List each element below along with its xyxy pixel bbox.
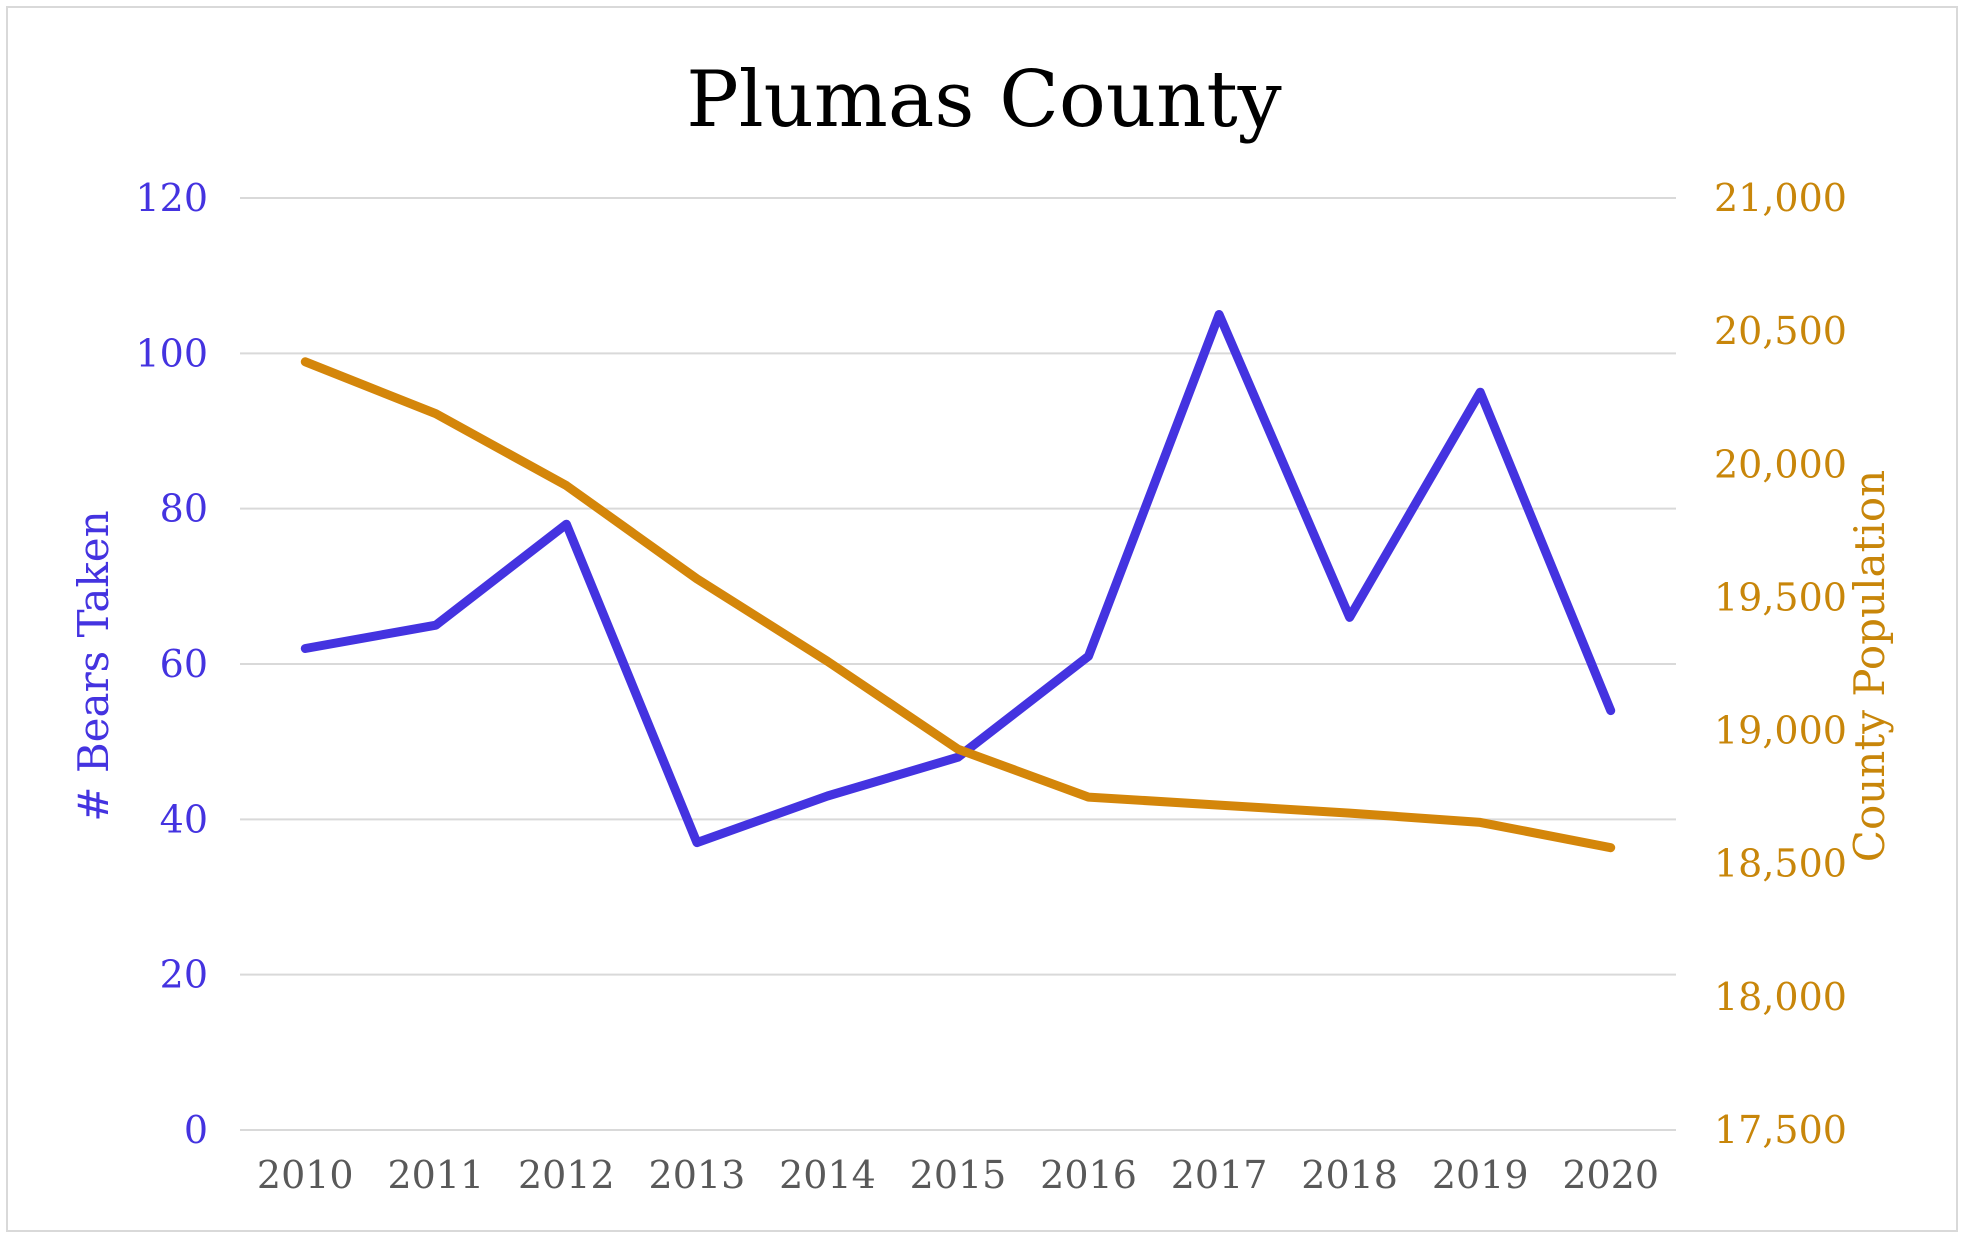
x-tick-label: 2010 bbox=[257, 1153, 354, 1197]
chart-title: Plumas County bbox=[686, 55, 1281, 145]
right-tick-label: 19,500 bbox=[1714, 575, 1847, 619]
left-tick-label: 100 bbox=[135, 331, 208, 375]
right-tick-label: 17,500 bbox=[1714, 1108, 1847, 1152]
right-tick-label: 19,000 bbox=[1714, 709, 1847, 753]
x-tick-label: 2015 bbox=[910, 1153, 1007, 1197]
left-tick-label: 0 bbox=[184, 1108, 208, 1152]
x-tick-label: 2018 bbox=[1301, 1153, 1398, 1197]
gridlines bbox=[240, 197, 1676, 1131]
left-tick-label: 120 bbox=[135, 176, 208, 220]
left-tick-label: 60 bbox=[160, 642, 208, 686]
x-tick-label: 2012 bbox=[518, 1153, 615, 1197]
x-tick-label: 2017 bbox=[1171, 1153, 1268, 1197]
left-tick-label: 40 bbox=[160, 797, 208, 841]
x-axis-ticks: 2010 2011 2012 2013 2014 2015 2016 2017 2018 2019… bbox=[257, 1153, 1659, 1197]
population-line bbox=[300, 357, 1616, 853]
right-axis-title: County Population bbox=[1845, 470, 1894, 862]
series-lines bbox=[300, 310, 1616, 853]
left-axis-title: # Bears Taken bbox=[69, 510, 118, 821]
x-tick-label: 2013 bbox=[649, 1153, 746, 1197]
x-tick-label: 2020 bbox=[1562, 1153, 1659, 1197]
right-tick-label: 18,500 bbox=[1714, 842, 1847, 886]
line-chart: 0 20 40 60 80 100 120 17,500 18,000 18,500 19,000… bbox=[69, 55, 1894, 1197]
right-axis-ticks: 17,500 18,000 18,500 19,000 19,500 20,000 20,5… bbox=[1714, 176, 1847, 1152]
x-tick-label: 2019 bbox=[1432, 1153, 1529, 1197]
right-tick-label: 21,000 bbox=[1714, 176, 1847, 220]
right-tick-label: 18,000 bbox=[1714, 975, 1847, 1019]
x-tick-label: 2011 bbox=[387, 1153, 484, 1197]
bears-taken-line bbox=[300, 310, 1616, 848]
chart-frame: 0 20 40 60 80 100 120 17,500 18,000 18,500 19,000… bbox=[6, 6, 1958, 1232]
left-axis-ticks: 0 20 40 60 80 100 120 bbox=[135, 176, 208, 1152]
right-tick-label: 20,500 bbox=[1714, 309, 1847, 353]
left-tick-label: 80 bbox=[160, 487, 208, 531]
x-tick-label: 2016 bbox=[1040, 1153, 1137, 1197]
left-tick-label: 20 bbox=[160, 953, 208, 997]
right-tick-label: 20,000 bbox=[1714, 442, 1847, 486]
x-tick-label: 2014 bbox=[779, 1153, 876, 1197]
